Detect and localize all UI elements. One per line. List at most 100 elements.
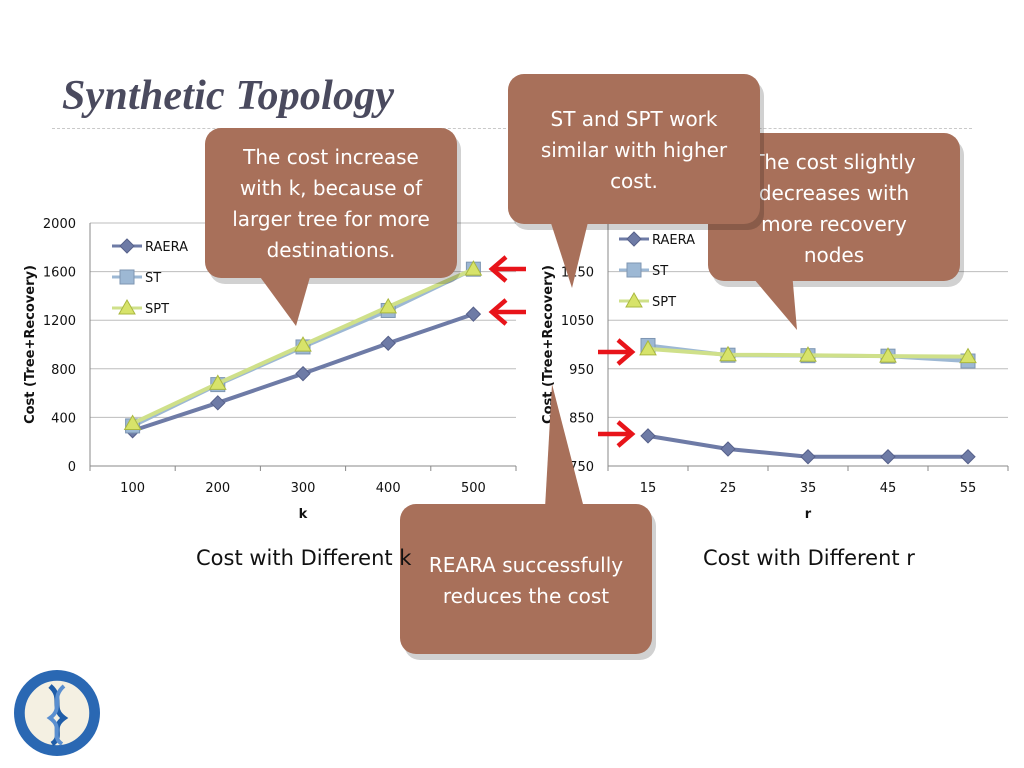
raera-marker bbox=[295, 365, 311, 382]
series-raera bbox=[640, 428, 976, 465]
x-axis-title: r bbox=[805, 507, 812, 522]
caption-cost-r: Cost with Different r bbox=[703, 546, 915, 570]
arrow-head bbox=[616, 420, 636, 448]
st-marker bbox=[119, 269, 135, 285]
spt-marker bbox=[208, 374, 227, 390]
callout-line: larger tree for more bbox=[232, 207, 430, 231]
callout-tail bbox=[748, 272, 797, 330]
legend-label: ST bbox=[145, 271, 161, 286]
raera-marker bbox=[800, 449, 816, 465]
callout-line: destinations. bbox=[267, 238, 396, 262]
callout-box bbox=[205, 128, 457, 278]
legend-item-st: ST bbox=[112, 269, 161, 286]
spt-marker bbox=[625, 291, 643, 308]
arrow-head bbox=[488, 298, 508, 326]
spt-marker bbox=[123, 414, 142, 430]
y-tick-label: 1050 bbox=[561, 314, 594, 329]
callout-reara: REARA successfully reduces the cost bbox=[400, 384, 656, 660]
raera-marker bbox=[626, 231, 642, 247]
slide-title: Synthetic Topology bbox=[62, 73, 395, 119]
x-tick-label: 25 bbox=[720, 481, 737, 496]
x-tick-label: 45 bbox=[880, 481, 897, 496]
spt-marker bbox=[639, 339, 657, 356]
y-tick-label: 800 bbox=[51, 363, 76, 378]
legend-label: SPT bbox=[652, 295, 676, 310]
x-axis-title: k bbox=[299, 507, 308, 522]
callout-line: with k, because of bbox=[240, 176, 423, 200]
callout-box bbox=[400, 504, 652, 654]
callout-line: REARA successfully bbox=[429, 553, 623, 577]
spt-marker bbox=[799, 346, 817, 362]
legend-item-spt: SPT bbox=[112, 298, 169, 317]
callout-tail bbox=[545, 384, 584, 508]
spt-marker bbox=[959, 347, 977, 364]
arrow-to-st-spt bbox=[488, 255, 526, 283]
x-tick-label: 100 bbox=[120, 481, 145, 496]
y-tick-label: 2000 bbox=[43, 217, 76, 232]
raera-marker bbox=[119, 238, 135, 254]
callouts: The cost increase with k, because of large… bbox=[205, 74, 964, 660]
legend-label: RAERA bbox=[652, 233, 695, 248]
callout-recovery: The cost slightly decreases with more reco… bbox=[708, 133, 964, 330]
x-tick-label: 200 bbox=[205, 481, 230, 496]
callout-k-increase: The cost increase with k, because of large… bbox=[205, 128, 461, 326]
legend-item-spt: SPT bbox=[619, 291, 676, 310]
callout-tail bbox=[255, 270, 312, 326]
callout-line: reduces the cost bbox=[443, 584, 609, 608]
raera-marker bbox=[960, 449, 976, 465]
arrow-to-st-spt-r bbox=[598, 338, 636, 366]
legend-label: ST bbox=[652, 264, 668, 279]
legend-label: RAERA bbox=[145, 240, 188, 255]
spt-marker bbox=[464, 260, 483, 276]
arrow-to-raera-r bbox=[598, 420, 636, 448]
arrow-head bbox=[616, 338, 636, 366]
y-axis-title: Cost (Tree+Recovery) bbox=[23, 265, 38, 424]
academia-sinica-logo bbox=[14, 670, 100, 756]
raera-marker bbox=[465, 306, 482, 322]
raera-marker bbox=[880, 449, 896, 465]
legend-label: SPT bbox=[145, 302, 169, 317]
callout-line: similar with higher bbox=[541, 138, 728, 162]
raera-marker bbox=[380, 335, 396, 351]
legend-item-raera: RAERA bbox=[112, 238, 188, 255]
spt-marker bbox=[379, 297, 398, 314]
st-marker bbox=[626, 262, 642, 278]
callout-st-spt: ST and SPT work similar with higher cost. bbox=[508, 74, 764, 288]
arrow-to-raera bbox=[488, 298, 526, 326]
legend-item-raera: RAERA bbox=[619, 231, 695, 248]
red-arrows bbox=[488, 255, 636, 448]
callout-line: more recovery bbox=[761, 212, 907, 236]
y-tick-label: 1600 bbox=[43, 266, 76, 281]
series-spt bbox=[123, 260, 483, 430]
series-raera bbox=[124, 306, 482, 439]
x-tick-label: 35 bbox=[800, 481, 817, 496]
x-tick-label: 500 bbox=[461, 481, 486, 496]
spt-marker bbox=[879, 347, 897, 363]
y-tick-label: 1200 bbox=[43, 314, 76, 329]
callout-box bbox=[508, 74, 760, 224]
callout-box bbox=[708, 133, 960, 281]
callout-line: decreases with bbox=[759, 181, 909, 205]
spt-marker bbox=[294, 336, 312, 352]
y-tick-label: 850 bbox=[569, 411, 594, 426]
legend-item-st: ST bbox=[619, 262, 668, 279]
y-tick-label: 750 bbox=[569, 460, 594, 475]
spt-marker bbox=[719, 345, 737, 362]
y-tick-label: 950 bbox=[569, 363, 594, 378]
y-axis-title: Cost (Tree+Recovery) bbox=[541, 265, 556, 424]
y-tick-label: 0 bbox=[68, 460, 76, 475]
x-tick-label: 15 bbox=[640, 481, 657, 496]
x-tick-label: 400 bbox=[376, 481, 401, 496]
spt-marker bbox=[118, 298, 136, 315]
series-spt bbox=[639, 339, 977, 364]
caption-cost-k: Cost with Different k bbox=[196, 546, 412, 570]
raera-marker bbox=[210, 395, 226, 411]
x-tick-label: 300 bbox=[291, 481, 316, 496]
y-tick-label: 400 bbox=[51, 411, 76, 426]
callout-line: nodes bbox=[804, 243, 864, 267]
callout-line: The cost increase bbox=[242, 145, 419, 169]
callout-line: cost. bbox=[610, 169, 658, 193]
callout-tail bbox=[548, 214, 590, 288]
